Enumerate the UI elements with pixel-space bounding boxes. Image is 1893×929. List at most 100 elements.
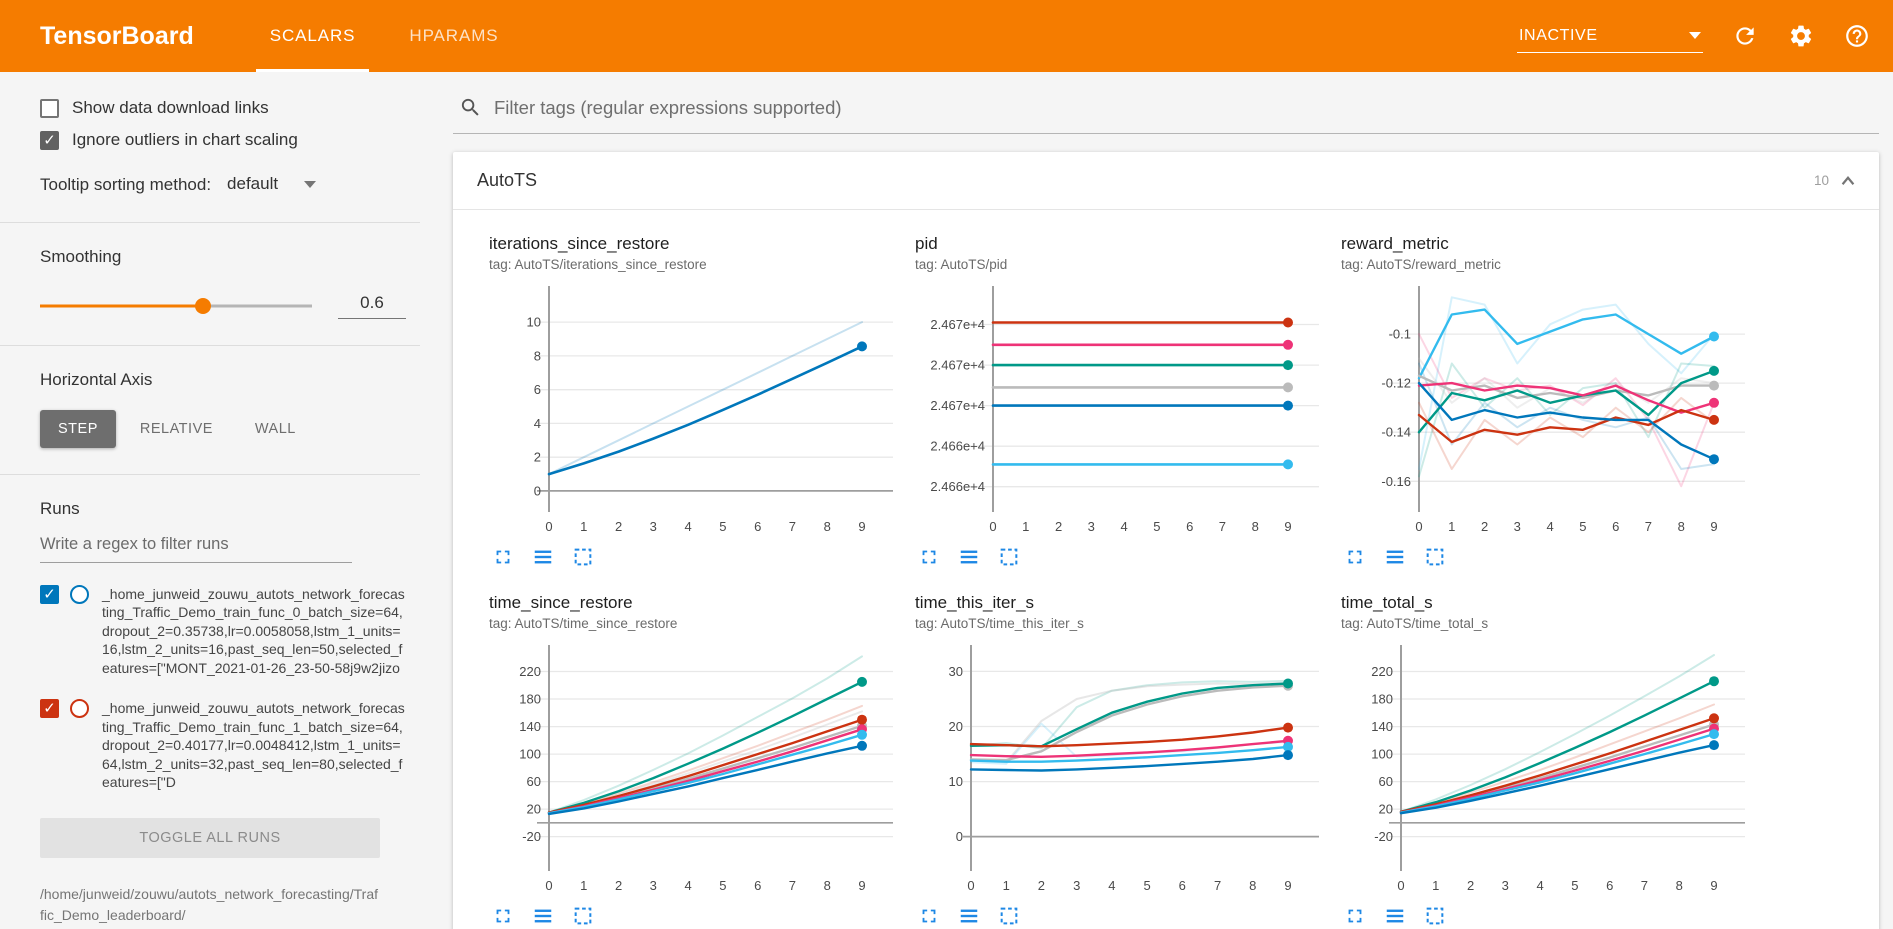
chart-tag: tag: AutoTS/time_total_s xyxy=(1341,616,1489,631)
svg-text:-0.14: -0.14 xyxy=(1381,425,1411,440)
toggle-y-axis-button[interactable] xyxy=(957,904,981,928)
svg-text:2.466e+4: 2.466e+4 xyxy=(930,479,985,494)
tooltip-sorting-select[interactable]: default xyxy=(227,174,317,196)
toggle-y-axis-button[interactable] xyxy=(1383,904,1407,928)
svg-text:8: 8 xyxy=(824,519,831,534)
svg-text:1: 1 xyxy=(580,519,587,534)
chart-plot-iterations_since_restore[interactable]: 10 8 6 4 2 0 0 1 2 3 4 5 6 7 8 9 xyxy=(489,280,893,536)
relative-button[interactable]: RELATIVE xyxy=(122,410,231,448)
fit-domain-button[interactable] xyxy=(571,545,595,569)
expand-chart-button[interactable] xyxy=(1343,545,1367,569)
help-icon[interactable] xyxy=(1843,22,1871,50)
fit-domain-button[interactable] xyxy=(571,904,595,928)
svg-text:3: 3 xyxy=(650,878,657,893)
svg-text:9: 9 xyxy=(858,878,865,893)
fit-domain-button[interactable] xyxy=(997,904,1021,928)
svg-text:9: 9 xyxy=(1710,519,1717,534)
run-radio[interactable] xyxy=(70,585,89,604)
runs-filter-input[interactable] xyxy=(40,527,352,563)
fullscreen-icon xyxy=(922,909,936,923)
smoothing-value-input[interactable]: 0.6 xyxy=(338,293,406,319)
header-actions: INACTIVE xyxy=(1517,0,1893,72)
dashed-box-icon xyxy=(1426,548,1444,566)
toggle-y-axis-button[interactable] xyxy=(531,545,555,569)
smoothing-slider[interactable] xyxy=(40,297,312,315)
svg-text:1: 1 xyxy=(1003,878,1010,893)
svg-text:4: 4 xyxy=(1546,519,1553,534)
svg-text:0: 0 xyxy=(534,483,541,498)
refresh-icon[interactable] xyxy=(1731,22,1759,50)
reload-status-select[interactable]: INACTIVE xyxy=(1517,20,1703,53)
svg-text:20: 20 xyxy=(527,802,541,817)
lines-icon xyxy=(1386,550,1404,564)
tab-scalars[interactable]: SCALARS xyxy=(255,0,370,72)
slider-thumb[interactable] xyxy=(195,298,212,314)
settings-gear-icon[interactable] xyxy=(1787,22,1815,50)
svg-text:9: 9 xyxy=(1710,878,1717,893)
tab-hparams[interactable]: HPARAMS xyxy=(409,26,499,45)
chart-plot-time_since_restore[interactable]: 220 180 140 100 60 20 -20 0 1 2 3 4 5 6 7 8 9 xyxy=(489,639,893,895)
chart-tag: tag: AutoTS/pid xyxy=(915,257,1008,272)
expand-chart-button[interactable] xyxy=(917,904,941,928)
checkbox-icon xyxy=(40,98,59,118)
show-download-links-checkbox[interactable]: Show data download links xyxy=(40,98,406,118)
svg-text:9: 9 xyxy=(1284,878,1291,893)
run-checkbox[interactable]: ✓ xyxy=(40,585,59,604)
chart-title: time_this_iter_s xyxy=(915,593,1035,612)
chevron-down-icon xyxy=(1689,32,1701,39)
chart-card-time_since_restore: time_since_restore tag: AutoTS/time_since… xyxy=(489,593,893,928)
chart-plot-reward_metric[interactable]: -0.1 -0.12 -0.14 -0.16 0 1 2 3 4 5 6 7 8 9 xyxy=(1341,280,1745,536)
lines-icon xyxy=(534,550,552,564)
run-item[interactable]: ✓ _home_junweid_zouwu_autots_network_for… xyxy=(40,585,406,677)
charts-grid: iterations_since_restore tag: AutoTS/iter… xyxy=(453,210,1879,929)
svg-text:10: 10 xyxy=(527,315,541,330)
runs-label: Runs xyxy=(40,499,80,518)
wall-button[interactable]: WALL xyxy=(237,410,314,448)
svg-text:0: 0 xyxy=(1415,519,1422,534)
fit-domain-button[interactable] xyxy=(1423,545,1447,569)
chart-plot-time_this_iter_s[interactable]: 30 20 10 0 0 1 2 3 4 5 6 7 8 9 xyxy=(915,639,1319,895)
toggle-y-axis-button[interactable] xyxy=(531,904,555,928)
toggle-all-runs-button[interactable]: TOGGLE ALL RUNS xyxy=(40,817,380,858)
divider xyxy=(0,474,420,475)
expand-chart-button[interactable] xyxy=(917,545,941,569)
svg-text:5: 5 xyxy=(1579,519,1586,534)
fit-domain-button[interactable] xyxy=(997,545,1021,569)
step-button[interactable]: STEP xyxy=(40,410,116,448)
fullscreen-icon xyxy=(1348,909,1362,923)
chevron-up-icon[interactable] xyxy=(1835,168,1861,194)
fullscreen-icon xyxy=(922,550,936,564)
tag-group-header[interactable]: AutoTS 10 xyxy=(453,152,1879,210)
svg-text:7: 7 xyxy=(1641,878,1648,893)
toggle-y-axis-button[interactable] xyxy=(1383,545,1407,569)
svg-text:10: 10 xyxy=(949,774,963,789)
chart-plot-pid[interactable]: 2.467e+4 2.467e+4 2.467e+4 2.466e+4 2.466e+4… xyxy=(915,280,1319,536)
expand-chart-button[interactable] xyxy=(491,545,515,569)
svg-text:220: 220 xyxy=(1371,664,1393,679)
checkbox-label: Ignore outliers in chart scaling xyxy=(72,130,298,149)
svg-text:1: 1 xyxy=(1022,519,1029,534)
chevron-down-icon xyxy=(304,180,317,188)
expand-chart-button[interactable] xyxy=(1343,904,1367,928)
slider-track xyxy=(40,304,312,308)
svg-text:9: 9 xyxy=(858,519,865,534)
svg-text:-0.16: -0.16 xyxy=(1381,474,1411,489)
svg-text:2: 2 xyxy=(1055,519,1062,534)
chart-toolbar xyxy=(1341,545,1745,569)
run-checkbox[interactable]: ✓ xyxy=(40,699,59,719)
search-icon xyxy=(459,96,482,119)
dashed-box-icon xyxy=(1000,907,1018,925)
tag-filter-input[interactable] xyxy=(494,96,1873,119)
svg-text:1: 1 xyxy=(1448,519,1455,534)
svg-text:7: 7 xyxy=(789,878,796,893)
ignore-outliers-checkbox[interactable]: ✓ Ignore outliers in chart scaling xyxy=(40,130,406,150)
svg-text:100: 100 xyxy=(1371,747,1393,762)
expand-chart-button[interactable] xyxy=(491,904,515,928)
run-item[interactable]: ✓ _home_junweid_zouwu_autots_network_for… xyxy=(40,699,406,791)
toggle-y-axis-button[interactable] xyxy=(957,545,981,569)
svg-text:2: 2 xyxy=(534,450,541,465)
svg-text:0: 0 xyxy=(545,878,552,893)
chart-plot-time_total_s[interactable]: 220 180 140 100 60 20 -20 0 1 2 3 4 5 6 7 8 9 xyxy=(1341,639,1745,895)
fit-domain-button[interactable] xyxy=(1423,904,1447,928)
run-radio[interactable] xyxy=(70,699,89,719)
